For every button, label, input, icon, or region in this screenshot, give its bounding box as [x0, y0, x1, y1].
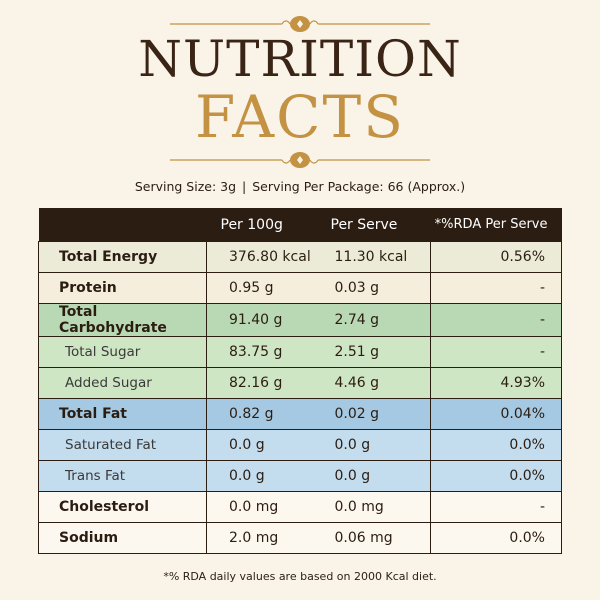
table-row-trans-fat: Trans Fat 0.0 g 0.0 g 0.0%	[38, 460, 562, 492]
table-row-total-carbohydrate: Total Carbohydrate 91.40 g 2.74 g -	[38, 303, 562, 337]
per-serve-value: 4.46 g	[324, 367, 431, 399]
per-100g-value: 2.0 mg	[206, 522, 325, 554]
rda-value: 0.0%	[430, 429, 562, 461]
per-100g-value: 83.75 g	[206, 336, 325, 368]
per-100g-value: 0.0 mg	[206, 491, 325, 523]
per-serve-value: 0.0 mg	[324, 491, 431, 523]
per-100g-value: 82.16 g	[206, 367, 325, 399]
per-serve-value: 0.0 g	[324, 460, 431, 492]
per-serve-value: 0.06 mg	[324, 522, 431, 554]
rda-value: 4.93%	[430, 367, 562, 399]
title-facts: FACTS	[195, 83, 405, 151]
nutrient-name: Cholesterol	[38, 491, 207, 523]
per-100g-value: 376.80 kcal	[206, 241, 325, 273]
table-row-sodium: Sodium 2.0 mg 0.06 mg 0.0%	[38, 522, 562, 554]
table-row-protein: Protein 0.95 g 0.03 g -	[38, 272, 562, 304]
serving-info: Serving Size: 3g | Serving Per Package: 66…	[0, 179, 600, 194]
rda-value: 0.04%	[430, 398, 562, 430]
serving-separator: |	[242, 179, 247, 194]
header-nutrient	[38, 208, 207, 242]
header-per-100g: Per 100g	[206, 208, 325, 242]
rda-value: -	[430, 272, 562, 304]
nutrient-name: Saturated Fat	[38, 429, 207, 461]
table-header-row: Per 100g Per Serve *%RDA Per Serve	[38, 208, 562, 242]
rda-value: -	[430, 303, 562, 337]
bottom-ornament-icon	[170, 152, 430, 168]
footnote: *% RDA daily values are based on 2000 Kc…	[163, 570, 437, 583]
per-serve-value: 2.74 g	[324, 303, 431, 337]
rda-value: -	[430, 491, 562, 523]
per-serve-value: 0.03 g	[324, 272, 431, 304]
header: NUTRITION FACTS Serving Size: 3g | Serving…	[0, 0, 600, 205]
per-100g-value: 0.82 g	[206, 398, 325, 430]
rda-value: -	[430, 336, 562, 368]
top-ornament-icon	[170, 16, 430, 32]
table-row-total-sugar: Total Sugar 83.75 g 2.51 g -	[38, 336, 562, 368]
rda-value: 0.0%	[430, 522, 562, 554]
nutrient-name: Total Carbohydrate	[38, 303, 207, 337]
nutrient-name: Total Energy	[38, 241, 207, 273]
header-rda: *%RDA Per Serve	[430, 208, 562, 242]
rda-value: 0.56%	[430, 241, 562, 273]
nutrient-name: Total Fat	[38, 398, 207, 430]
nutrient-name: Added Sugar	[38, 367, 207, 399]
nutrition-table: Per 100g Per Serve *%RDA Per Serve Total…	[38, 208, 562, 554]
nutrient-name: Trans Fat	[38, 460, 207, 492]
per-100g-value: 0.0 g	[206, 460, 325, 492]
per-100g-value: 91.40 g	[206, 303, 325, 337]
per-serve-value: 0.02 g	[324, 398, 431, 430]
table-row-total-energy: Total Energy 376.80 kcal 11.30 kcal 0.56…	[38, 241, 562, 273]
table-row-cholesterol: Cholesterol 0.0 mg 0.0 mg -	[38, 491, 562, 523]
nutrient-name: Total Sugar	[38, 336, 207, 368]
title-nutrition: NUTRITION	[138, 30, 462, 88]
per-100g-value: 0.95 g	[206, 272, 325, 304]
serving-size: Serving Size: 3g	[134, 179, 237, 194]
per-serve-value: 2.51 g	[324, 336, 431, 368]
nutrient-name: Protein	[38, 272, 207, 304]
per-serve-value: 11.30 kcal	[324, 241, 431, 273]
header-per-serve: Per Serve	[324, 208, 431, 242]
table-row-saturated-fat: Saturated Fat 0.0 g 0.0 g 0.0%	[38, 429, 562, 461]
table-row-total-fat: Total Fat 0.82 g 0.02 g 0.04%	[38, 398, 562, 430]
nutrient-name: Sodium	[38, 522, 207, 554]
serving-per-package: Serving Per Package: 66 (Approx.)	[252, 179, 466, 194]
table-row-added-sugar: Added Sugar 82.16 g 4.46 g 4.93%	[38, 367, 562, 399]
per-serve-value: 0.0 g	[324, 429, 431, 461]
rda-value: 0.0%	[430, 460, 562, 492]
per-100g-value: 0.0 g	[206, 429, 325, 461]
